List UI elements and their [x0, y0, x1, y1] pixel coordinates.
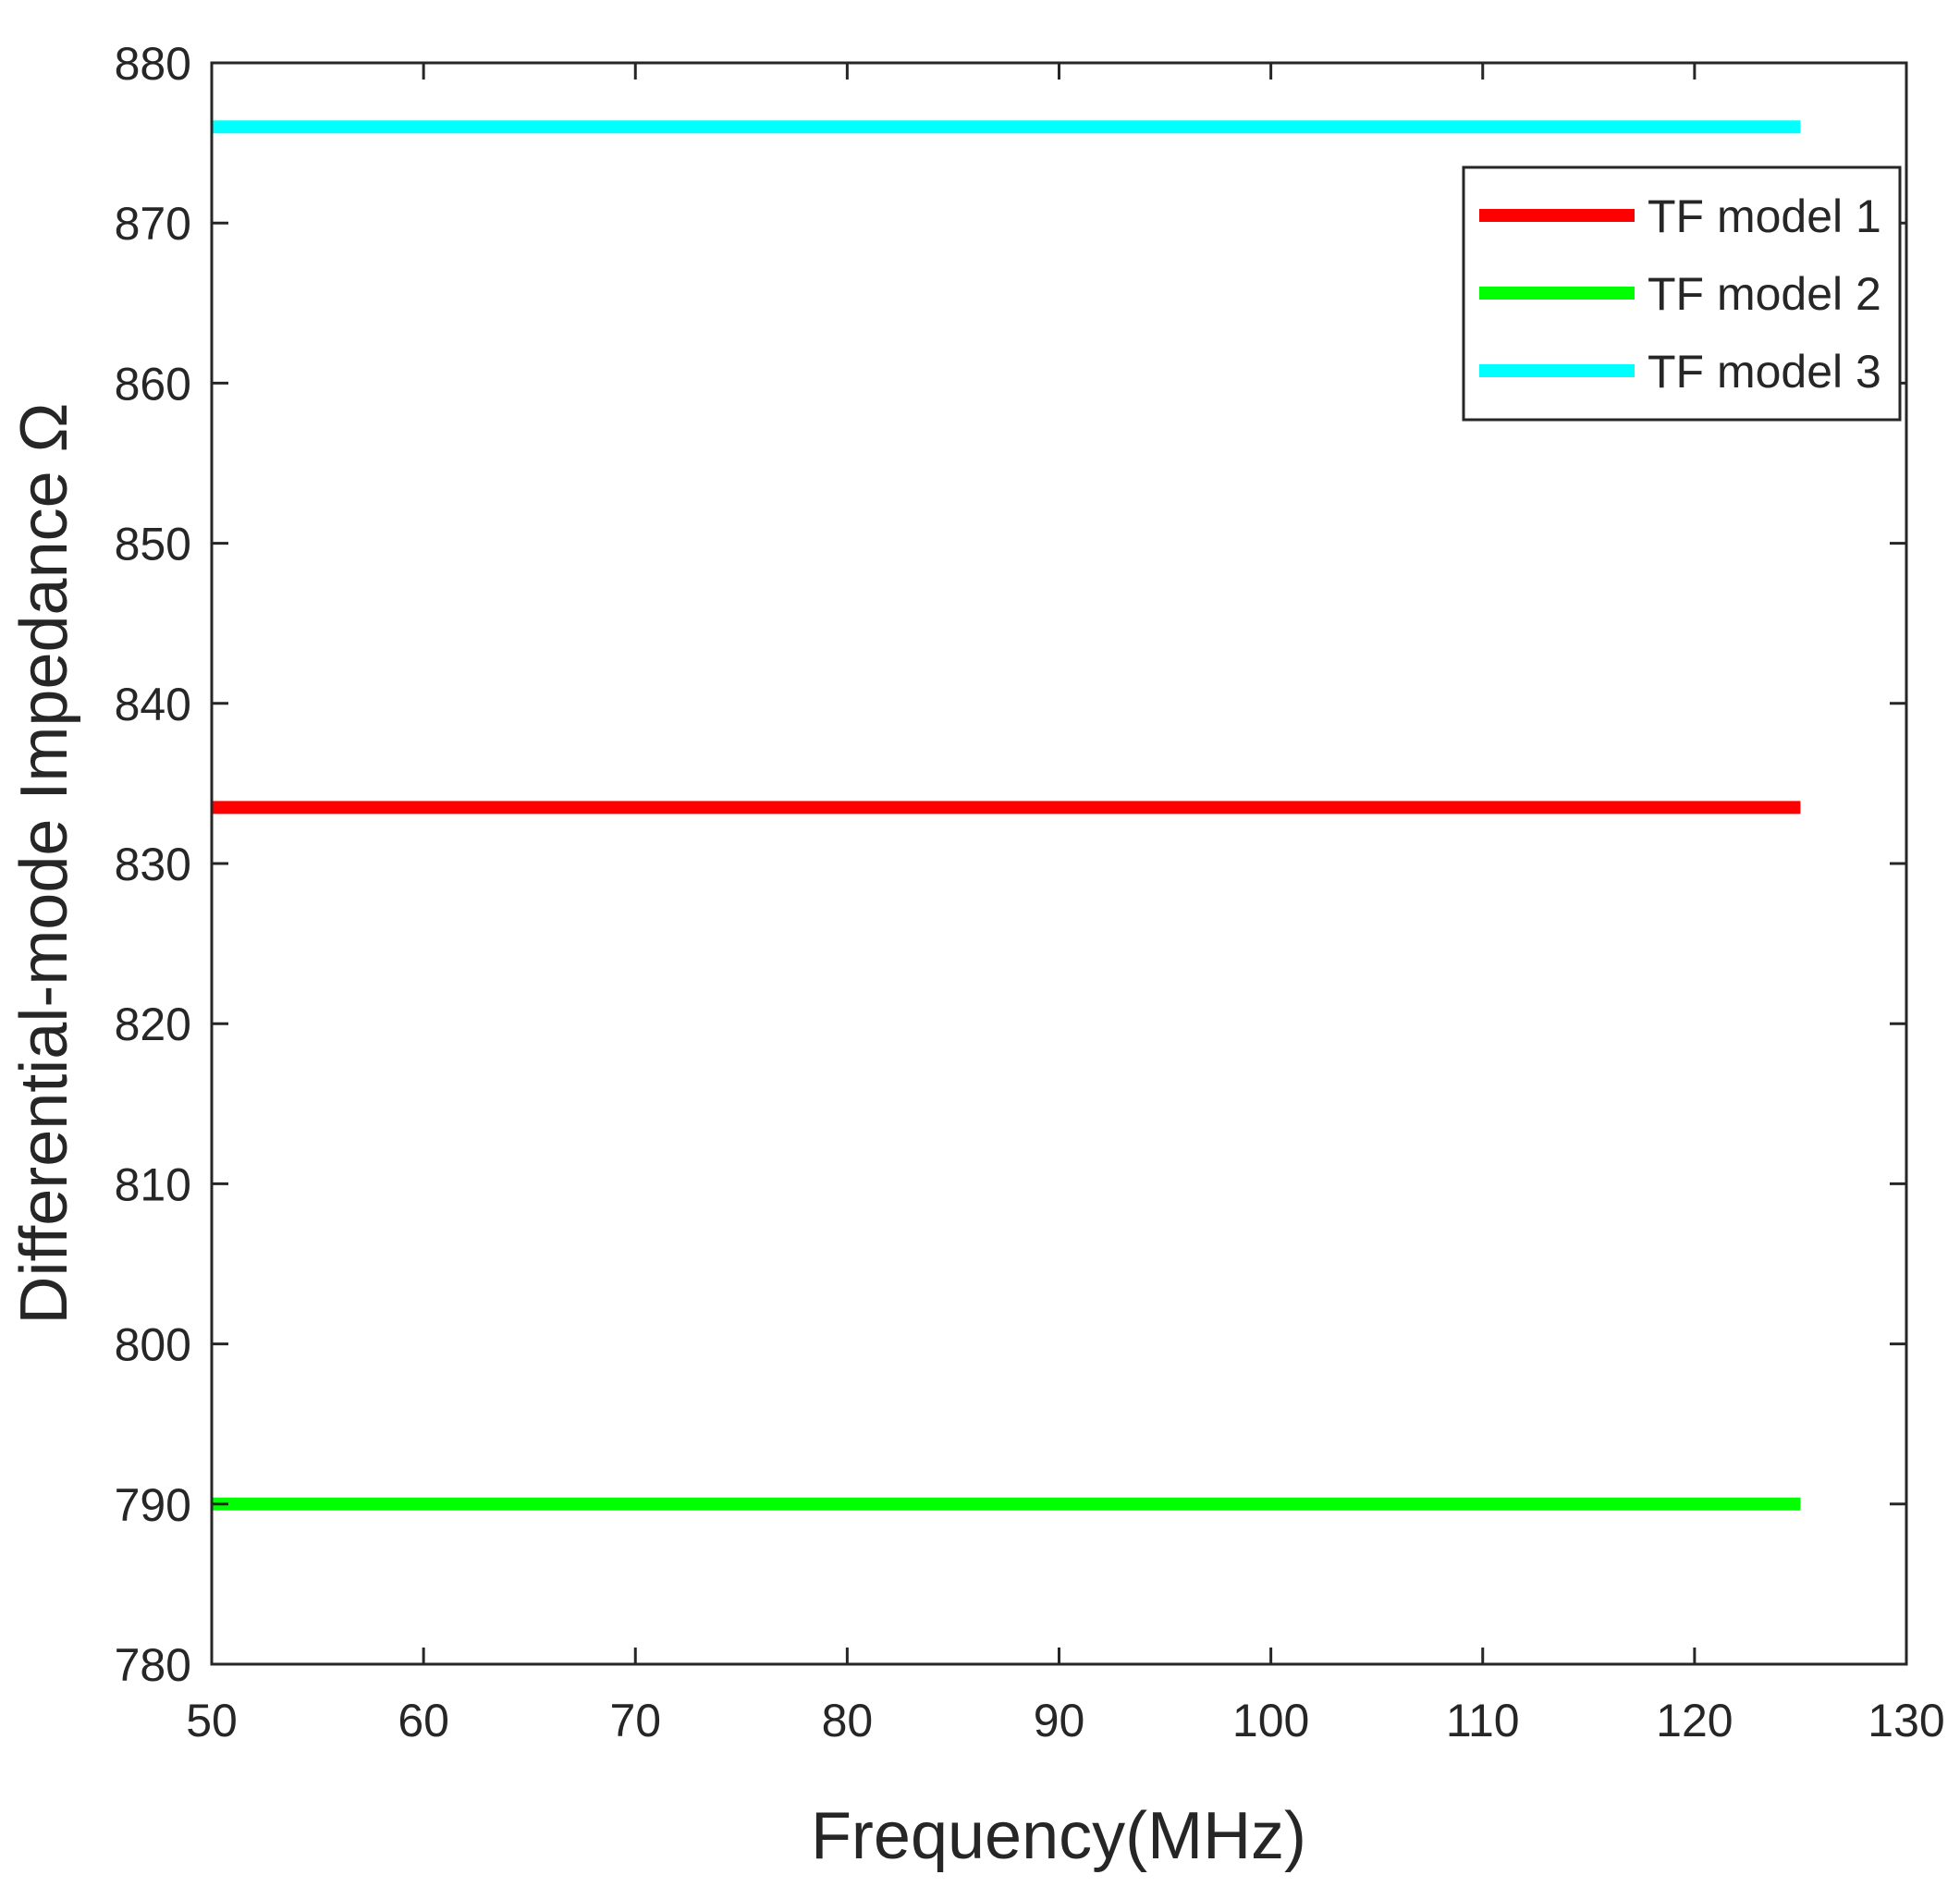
x-tick-label: 50 [186, 1695, 238, 1746]
legend: TF model 1 TF model 2 TF model 3 [1462, 165, 1902, 422]
y-tick-label: 780 [115, 1639, 191, 1691]
x-tick-label: 130 [1868, 1695, 1944, 1746]
x-tick-label: 70 [609, 1695, 661, 1746]
x-axis-label: Frequency(MHz) [811, 1799, 1306, 1873]
y-tick-label: 820 [115, 999, 191, 1050]
series-layer [212, 120, 1801, 1511]
y-tick-label: 840 [115, 679, 191, 730]
y-tick-label: 790 [115, 1479, 191, 1531]
x-tick-label: 110 [1446, 1695, 1520, 1746]
x-tick-label: 60 [398, 1695, 449, 1746]
legend-items: TF model 1 TF model 2 TF model 3 [1479, 190, 1881, 398]
y-tick-label: 830 [115, 839, 191, 890]
legend-label-3: TF model 3 [1648, 346, 1881, 398]
y-tick-label: 810 [115, 1158, 191, 1210]
y-tick-label: 860 [115, 358, 191, 410]
y-tick-label: 800 [115, 1319, 191, 1371]
x-tick-label: 120 [1656, 1695, 1733, 1746]
x-tick-label: 100 [1232, 1695, 1309, 1746]
plot-frame [210, 61, 1908, 1666]
y-tick-label: 880 [115, 38, 191, 90]
legend-label-1: TF model 1 [1648, 190, 1881, 242]
tick-layer: 50 60 70 80 90 100 110 120 130 780 790 800 810 820 830… [115, 38, 1945, 1746]
x-tick-label: 90 [1034, 1695, 1085, 1746]
x-tick-label: 80 [822, 1695, 874, 1746]
y-tick-label: 850 [115, 519, 191, 570]
y-tick-label: 870 [115, 198, 191, 250]
legend-label-2: TF model 2 [1648, 268, 1881, 320]
y-axis-label: Differential-mode Impedance Ω [7, 403, 81, 1325]
